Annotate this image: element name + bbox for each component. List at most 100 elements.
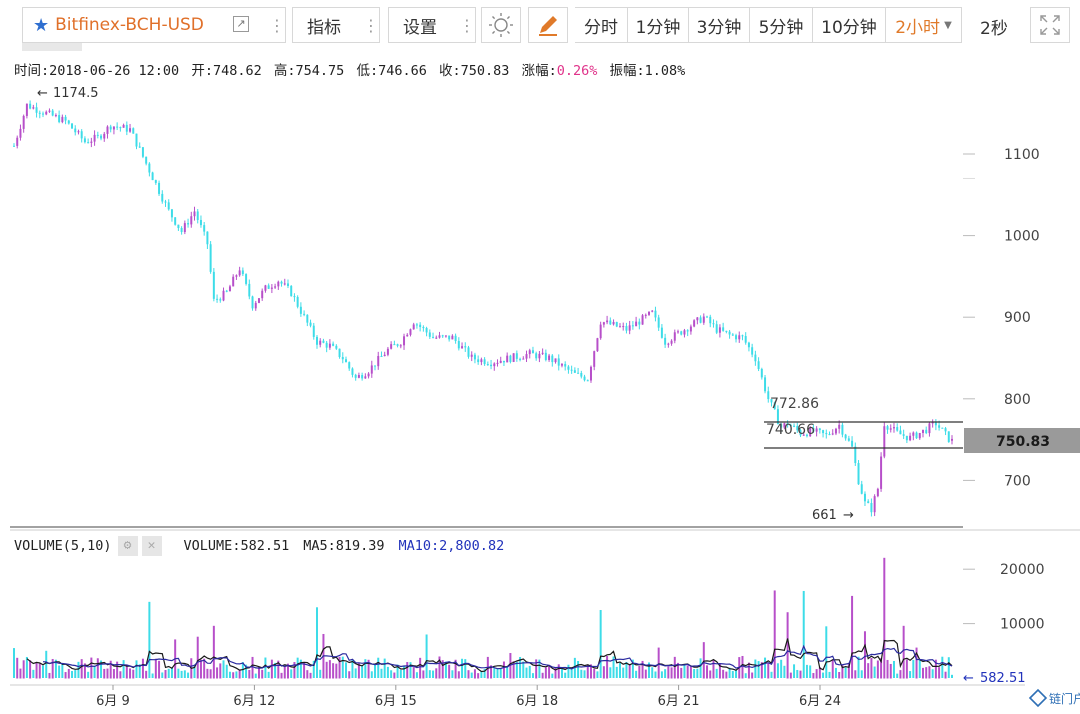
volume-bar [180, 670, 183, 678]
candle-body [161, 193, 164, 202]
volume-bar [316, 607, 318, 678]
candle-body [519, 358, 522, 360]
refresh-rate[interactable]: 2秒 [980, 19, 1008, 39]
volume-bar [812, 673, 815, 679]
volume-bar [689, 666, 692, 679]
candle-body [203, 225, 206, 232]
candle-body [457, 341, 460, 349]
settings-dots-icon: ⋮ [459, 15, 475, 35]
candle-body [625, 326, 628, 331]
candle-body [925, 429, 928, 434]
volume-bar [506, 666, 509, 678]
volume-bar [473, 669, 476, 679]
candle-body [560, 364, 563, 366]
interval-dropdown[interactable]: 2小时 ▼ [886, 8, 961, 42]
time-tick-label: 6月 21 [658, 694, 700, 709]
volume-bar [660, 671, 663, 678]
candle-body [535, 353, 538, 359]
settings-button[interactable]: 设置 ⋮ [388, 7, 476, 43]
volume-bar [209, 669, 212, 679]
candle-body [793, 425, 796, 427]
symbol-menu-dots-icon[interactable]: ⋮ [269, 15, 285, 35]
volume-bar [48, 672, 51, 679]
candle-body [660, 327, 663, 338]
candle-body [112, 126, 115, 130]
candle-body [931, 421, 934, 424]
volume-bar [100, 660, 103, 678]
draw-tool-button[interactable] [528, 7, 568, 43]
price-tick-label: 700 [1004, 473, 1031, 489]
candle-body [412, 324, 415, 330]
interval-tab-3[interactable]: 5分钟 [750, 8, 812, 42]
candle-body [622, 326, 625, 328]
candle-body [257, 298, 260, 303]
volume-bar [596, 671, 599, 678]
candle-body [309, 322, 312, 326]
last-price-tag [964, 428, 1080, 453]
candle-body [290, 286, 293, 297]
interval-tab-0[interactable]: 分时 [575, 8, 627, 42]
sun-icon [489, 13, 513, 37]
candle-body [348, 362, 351, 369]
interval-tab-4[interactable]: 10分钟 [813, 8, 885, 42]
candle-body [409, 329, 412, 335]
volume-tick-label: 10000 [1000, 617, 1045, 633]
candle-body [670, 340, 673, 344]
volume-bar [921, 667, 924, 679]
high-label: 高: [273, 63, 296, 79]
candle-body [351, 368, 354, 375]
volume-bar [809, 665, 812, 678]
volume-bar [722, 669, 725, 679]
volume-bar [754, 659, 757, 678]
candle-body [228, 286, 231, 292]
time-value: 2018-06-26 12:00 [49, 63, 180, 79]
candle-body [644, 314, 647, 316]
candle-body [280, 281, 283, 284]
volume-close-icon[interactable]: ✕ [141, 536, 162, 556]
volume-bar [29, 660, 32, 679]
volume-ma-lines [26, 638, 953, 673]
symbol-selector[interactable]: ★ Bitfinex-BCH-USD ↗ ⋮ [22, 7, 286, 43]
volume-bar [918, 660, 921, 678]
volume-bar [712, 659, 715, 679]
volume-bar [609, 667, 612, 678]
star-icon[interactable]: ★ [33, 14, 50, 36]
volume-bar [731, 671, 734, 678]
volume-bar [296, 657, 299, 678]
volume-bar [232, 672, 235, 679]
volume-bar [16, 657, 19, 679]
interval-tab-1[interactable]: 1分钟 [628, 8, 688, 42]
range-high-label: 772.86 [770, 396, 819, 412]
volume-bar [886, 659, 889, 679]
volume-bar [461, 658, 464, 678]
volume-settings-icon[interactable]: ⚙ [117, 536, 138, 556]
candle-body [135, 133, 138, 147]
candle-body [528, 350, 531, 355]
indicators-button[interactable]: 指标 ⋮ [292, 7, 380, 43]
candle-body [899, 430, 902, 435]
candle-body [941, 427, 944, 429]
candle-body [444, 335, 447, 337]
candle-body [245, 274, 248, 284]
volume-bar [944, 671, 947, 679]
fullscreen-button[interactable] [1030, 7, 1070, 43]
volume-bar [602, 666, 605, 679]
volume-bar [312, 660, 315, 678]
volume-bar [396, 664, 399, 678]
candle-body [96, 134, 99, 136]
candle-body [293, 296, 296, 298]
interval-tab-2[interactable]: 3分钟 [689, 8, 749, 42]
candle-body [841, 424, 844, 435]
candle-body [354, 374, 357, 378]
volume-bar [570, 668, 573, 678]
volume-bar [54, 659, 57, 678]
volume-bar [554, 667, 557, 679]
volume-bar [454, 659, 457, 679]
external-link-icon[interactable]: ↗ [233, 16, 249, 32]
volume-bar [838, 672, 841, 679]
candle-body [306, 314, 309, 323]
volume-bar [831, 659, 834, 679]
candle-body [583, 376, 586, 381]
theme-toggle-button[interactable] [481, 7, 521, 43]
